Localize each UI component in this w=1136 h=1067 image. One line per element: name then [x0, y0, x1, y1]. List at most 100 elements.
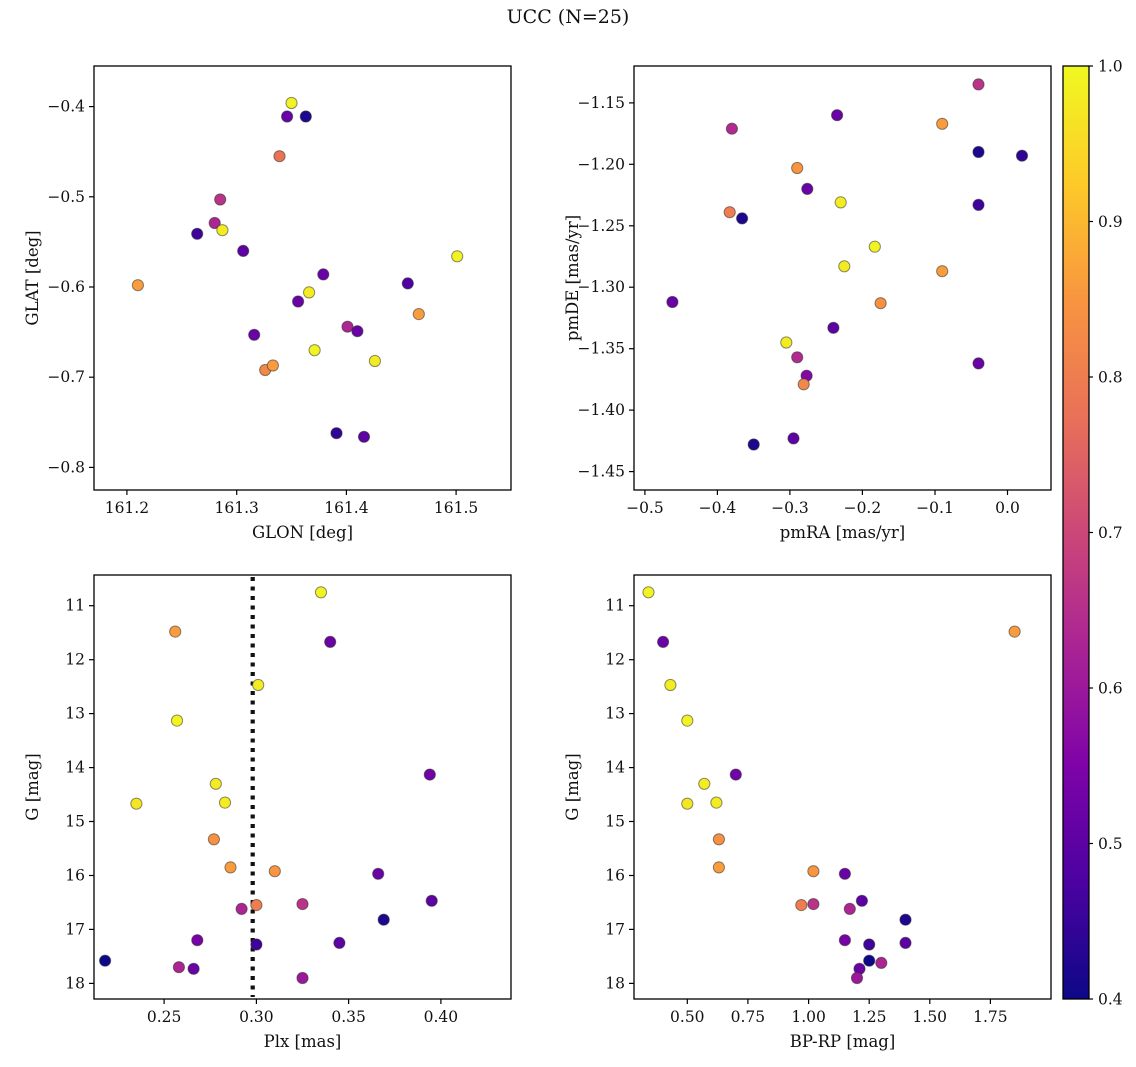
x-tick-label: 1.50 — [913, 1008, 948, 1026]
data-point — [296, 971, 309, 985]
data-point — [863, 954, 876, 967]
data-point — [899, 913, 912, 926]
data-point — [780, 336, 793, 349]
panel-border — [633, 574, 1052, 1000]
data-point — [235, 902, 248, 916]
data-point — [868, 240, 881, 253]
data-point — [681, 714, 694, 727]
x-axis-label: BP-RP [mag] — [790, 1032, 896, 1051]
y-tick-label: 17 — [65, 920, 85, 938]
x-tick-label: 161.4 — [324, 499, 369, 517]
data-point — [729, 768, 742, 781]
x-tick-label: 161.5 — [434, 499, 478, 517]
data-point — [838, 260, 851, 273]
data-point — [698, 777, 711, 790]
x-tick-label: 0.75 — [731, 1008, 766, 1026]
panel-positions: 161.2 161.3 161.4 161.5 −0.4 −0.5 −0.6 −0.7 −0.8… — [23, 65, 512, 542]
data-point — [224, 861, 237, 874]
y-tick-label: −0.6 — [47, 278, 85, 296]
data-point — [207, 833, 220, 846]
data-point — [712, 861, 726, 874]
y-tick-label: 15 — [65, 813, 85, 831]
data-point — [834, 196, 847, 209]
data-point — [216, 224, 229, 237]
x-tick-label: 1.75 — [973, 1008, 1008, 1026]
data-point — [723, 206, 736, 219]
data-point — [863, 938, 876, 951]
data-point — [351, 325, 364, 338]
data-point — [850, 971, 864, 985]
y-axis-label: pmDE [mas/yr] — [563, 215, 582, 341]
data-point — [1008, 625, 1021, 638]
data-point — [972, 198, 985, 211]
panel-plx-g: 0.25 0.30 0.35 0.40 11 12 13 14 15 16 17 18 Plx [mas… — [23, 574, 512, 1051]
y-tick-label: 16 — [65, 867, 85, 885]
y-tick-label: −1.30 — [578, 278, 626, 296]
data-point — [209, 777, 222, 790]
y-tick-label: −1.45 — [578, 463, 626, 481]
data-point — [423, 768, 436, 781]
data-point — [401, 277, 414, 290]
y-tick-label: −0.5 — [47, 188, 85, 206]
data-point — [807, 898, 820, 911]
y-tick-label: 11 — [605, 597, 625, 615]
x-axis-label: Plx [mas] — [264, 1032, 342, 1051]
y-tick-label: 17 — [605, 920, 625, 938]
data-point — [875, 956, 888, 970]
data-point — [130, 797, 143, 810]
y-tick-label: 14 — [605, 759, 625, 777]
panel-border — [633, 65, 1052, 491]
colorbar-tick-label: 1.0 — [1098, 58, 1123, 76]
data-point — [664, 678, 677, 692]
data-point — [296, 898, 309, 911]
data-point — [377, 913, 390, 926]
data-point — [801, 182, 814, 195]
data-point — [791, 161, 804, 175]
data-point — [827, 321, 840, 334]
y-tick-label: −0.7 — [47, 368, 85, 386]
data-point — [131, 279, 144, 292]
panel-cmd: 0.50 0.75 1.00 1.25 1.50 1.75 11 12 13 14 15 16 17 18… — [563, 574, 1052, 1051]
data-point — [425, 894, 438, 907]
data-point — [725, 122, 739, 135]
data-point — [317, 268, 330, 281]
data-point — [972, 357, 985, 370]
data-point — [237, 244, 250, 257]
data-point — [333, 936, 346, 950]
x-tick-label: 1.00 — [791, 1008, 826, 1026]
y-tick-label: −1.25 — [578, 217, 626, 235]
data-point — [330, 427, 343, 440]
data-point — [736, 212, 749, 225]
x-tick-label: −0.3 — [771, 499, 809, 517]
data-point — [303, 286, 316, 299]
y-tick-label: −1.35 — [578, 340, 626, 358]
data-point — [372, 867, 385, 880]
data-point — [710, 796, 723, 809]
panel-border — [93, 65, 512, 491]
y-tick-label: −1.40 — [578, 401, 626, 419]
y-tick-label: 13 — [605, 705, 625, 723]
x-tick-label: 0.50 — [670, 1008, 705, 1026]
data-point — [191, 934, 204, 947]
x-tick-label: −0.2 — [844, 499, 882, 517]
data-point — [324, 635, 337, 649]
data-point — [341, 320, 354, 333]
y-tick-label: −0.8 — [47, 458, 85, 476]
colorbar-tick-label: 0.7 — [1098, 524, 1123, 542]
y-tick-label: 11 — [65, 597, 85, 615]
y-axis-label: G [mag] — [23, 753, 42, 820]
colorbar-tick-label: 0.5 — [1098, 835, 1123, 853]
data-point — [936, 265, 949, 278]
data-point — [292, 295, 305, 308]
y-tick-label: 16 — [605, 867, 625, 885]
data-point — [936, 117, 949, 130]
data-point — [169, 625, 182, 638]
data-point — [218, 796, 232, 809]
data-point — [208, 216, 221, 230]
data-point — [250, 938, 263, 951]
colorbar-tick-label: 0.9 — [1098, 213, 1123, 231]
data-point — [874, 297, 887, 310]
data-point — [831, 109, 844, 122]
data-point — [187, 962, 200, 975]
data-point — [855, 894, 869, 907]
